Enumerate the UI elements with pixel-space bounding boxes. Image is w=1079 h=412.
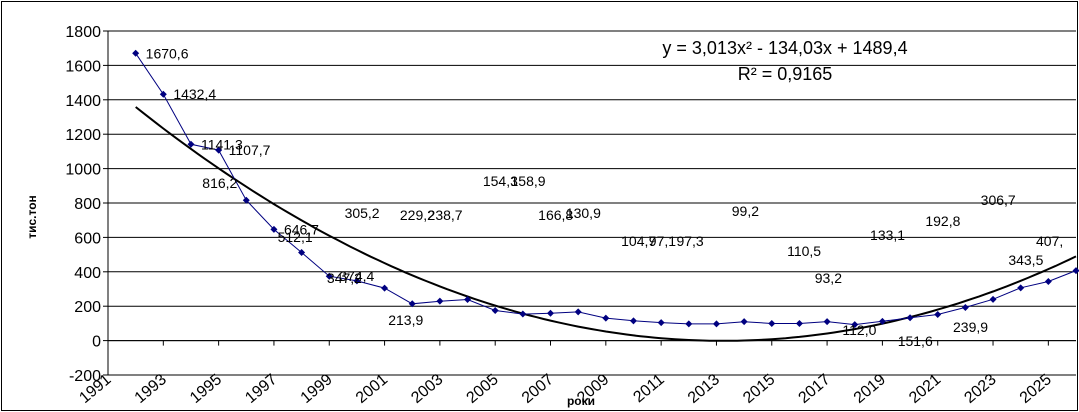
data-label: 512,1 [278,229,313,245]
data-label: 1107,7 [229,142,271,158]
data-label: 133,1 [870,227,905,243]
y-tick-label: 1600 [65,58,101,75]
series-layer [132,49,1079,329]
data-point [878,317,886,325]
data-label: 816,2 [202,175,237,191]
data-label: 646,7 [284,221,319,237]
y-tick-label: 1800 [65,24,101,41]
x-axis-title: роки [567,394,595,408]
data-label: 154,3 [483,173,518,189]
data-point [1044,278,1052,286]
data-point [740,318,748,326]
y-tick-label: 1000 [65,162,101,179]
axes: -200020040060080010001200140016001800199… [65,24,1076,407]
data-label: 1141,3 [201,136,243,152]
trendline-layer [135,106,1077,342]
data-point [159,90,167,98]
data-point [961,303,969,311]
data-point [1017,284,1025,292]
y-tick-label: 800 [74,196,101,213]
data-point [989,295,997,303]
data-point [851,321,859,329]
data-point [325,272,333,280]
data-point [657,319,665,327]
data-label: 110,5 [787,243,821,259]
data-point [353,277,361,285]
data-label: 347,2 [327,270,362,286]
data-point [906,314,914,322]
y-axis-title: тис.тон [25,195,39,239]
data-label: 407, [1036,233,1063,249]
data-point [270,225,278,233]
data-point [519,310,527,318]
data-point [381,284,389,292]
data-label: 93,2 [815,270,842,286]
data-label: 158,9 [511,173,546,189]
data-label: 374,4 [339,268,374,284]
data-label: 305,2 [345,205,380,221]
data-point [712,320,720,328]
data-point [1072,267,1079,275]
y-tick-label: -200 [69,368,101,385]
y-tick-label: 1200 [65,127,101,144]
data-point [242,196,250,204]
data-point [132,49,140,57]
data-label: 151,6 [898,333,933,349]
data-label: 306,7 [981,192,1016,208]
data-label: 213,9 [388,312,423,328]
data-point [795,320,803,328]
data-point [768,320,776,328]
data-point [491,307,499,314]
data-point [547,309,555,317]
data-point [934,311,942,319]
data-label: 97,1 [649,233,676,249]
data-point [602,314,610,322]
data-label: 166,8 [538,207,573,223]
data-label: 99,2 [732,203,759,219]
data-point [436,297,444,305]
data-point [187,140,195,148]
data-label: 112,0 [842,322,876,338]
data-point [574,308,582,316]
data-point [215,146,223,154]
y-tick-label: 600 [74,230,101,247]
y-tick-label: 200 [74,299,101,316]
data-point [408,300,416,308]
trendline-equation: y = 3,013x² - 134,03x + 1489,4 [662,38,907,58]
data-label: 229,2 [400,207,435,223]
data-point [629,317,637,325]
data-point [298,249,306,257]
data-point [823,318,831,326]
trendline-r-squared: R² = 0,9165 [738,64,833,84]
data-point [464,296,472,304]
y-tick-label: 400 [74,265,101,282]
data-label: 1670,6 [146,45,189,61]
data-label: 343,5 [1008,252,1043,268]
y-tick-label: 1400 [65,93,101,110]
data-label: 192,8 [925,213,960,229]
y-tick-label: 0 [92,334,101,351]
data-label: 130,9 [566,205,601,221]
data-label: 104,7 [621,233,656,249]
data-label: 239,9 [953,319,988,335]
data-label: 1432,4 [173,86,216,102]
data-label: 238,7 [428,207,463,223]
data-point [685,320,693,328]
trendline [135,106,1077,342]
data-label: 97,3 [676,233,703,249]
